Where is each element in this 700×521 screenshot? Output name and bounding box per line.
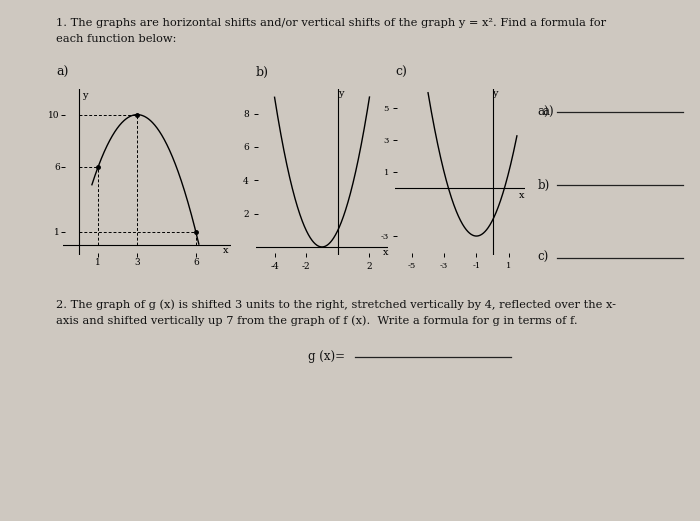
Text: y: y [338,89,344,98]
Text: g (x)=: g (x)= [308,351,345,363]
Text: b): b) [256,66,269,79]
Text: x: x [383,249,388,257]
Text: y: y [492,89,498,98]
Text: x: x [223,245,228,255]
Text: axis and shifted vertically up 7 from the graph of f (x).  Write a formula for g: axis and shifted vertically up 7 from th… [56,315,578,326]
Text: 2. The graph of g (x) is shifted 3 units to the right, stretched vertically by 4: 2. The graph of g (x) is shifted 3 units… [56,300,616,310]
Text: x: x [519,192,524,201]
Text: y: y [82,91,88,100]
Text: each function below:: each function below: [56,34,176,44]
Text: c): c) [538,252,549,264]
Text: c): c) [395,66,407,79]
Text: a): a) [56,66,69,79]
Text: b): b) [538,179,550,191]
Text: a): a) [538,106,550,118]
Text: a): a) [542,106,554,118]
Text: 1. The graphs are horizontal shifts and/or vertical shifts of the graph y = x². : 1. The graphs are horizontal shifts and/… [56,18,606,28]
